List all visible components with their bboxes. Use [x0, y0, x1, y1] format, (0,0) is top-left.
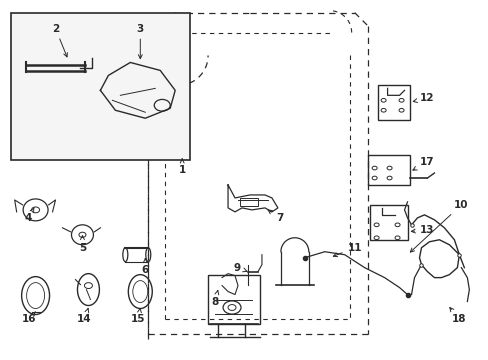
- Text: 17: 17: [412, 157, 434, 170]
- Text: 18: 18: [449, 307, 466, 324]
- Text: 5: 5: [79, 236, 86, 253]
- Text: 10: 10: [409, 200, 468, 252]
- Text: 16: 16: [21, 312, 36, 324]
- Text: 11: 11: [333, 243, 361, 257]
- Text: 14: 14: [77, 309, 92, 324]
- Bar: [369, 205, 407, 240]
- Text: 9: 9: [233, 263, 246, 273]
- Bar: [11, 13, 190, 160]
- Text: 2: 2: [52, 24, 67, 57]
- Bar: [367, 155, 408, 185]
- Bar: [208, 275, 260, 324]
- Text: 6: 6: [142, 258, 149, 275]
- Bar: [240, 198, 258, 206]
- Text: 4: 4: [25, 208, 34, 223]
- Text: 1: 1: [178, 159, 185, 175]
- Text: 3: 3: [136, 24, 143, 59]
- Text: 8: 8: [211, 291, 218, 306]
- Bar: [377, 85, 408, 120]
- Text: 12: 12: [412, 93, 434, 103]
- Text: 13: 13: [410, 225, 434, 235]
- Text: 7: 7: [267, 210, 283, 223]
- Text: 15: 15: [131, 309, 145, 324]
